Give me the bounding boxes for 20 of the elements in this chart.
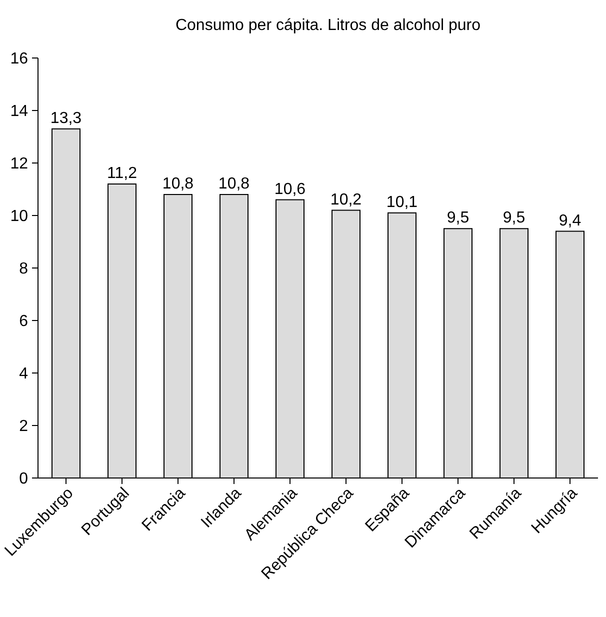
y-tick-label: 16	[10, 50, 28, 68]
data-label: 10,8	[218, 176, 250, 192]
y-tick-label: 2	[19, 418, 28, 436]
y-tick-label: 6	[19, 313, 28, 330]
y-tick-label: 12	[10, 156, 28, 173]
y-tick-label: 8	[19, 260, 28, 278]
y-tick-label: 0	[19, 470, 28, 488]
data-label: 9,5	[502, 210, 526, 227]
data-label: 9,4	[558, 212, 582, 230]
y-tick-label: 4	[19, 366, 28, 383]
data-label: 10,8	[162, 176, 194, 192]
data-label: 10,1	[386, 194, 418, 211]
data-label: 10,6	[274, 180, 306, 198]
data-label: 10,2	[330, 191, 362, 208]
data-label: 13,3	[50, 110, 82, 127]
chart-title: Consumo per cápita. Litros de alcohol puro	[175, 17, 481, 34]
data-label: 11,2	[107, 165, 138, 182]
y-tick-label: 10	[10, 208, 28, 226]
data-label: 9,5	[446, 210, 470, 227]
y-tick-label: 14	[10, 103, 28, 120]
